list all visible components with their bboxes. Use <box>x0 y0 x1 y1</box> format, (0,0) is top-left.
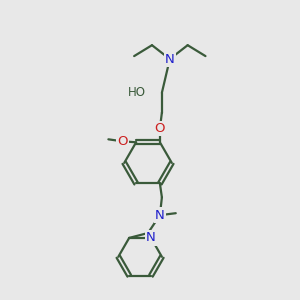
Text: N: N <box>155 209 165 222</box>
Text: N: N <box>165 52 175 66</box>
Text: O: O <box>117 135 128 148</box>
Text: N: N <box>146 231 156 244</box>
Text: HO: HO <box>128 86 146 99</box>
Text: O: O <box>155 122 165 135</box>
